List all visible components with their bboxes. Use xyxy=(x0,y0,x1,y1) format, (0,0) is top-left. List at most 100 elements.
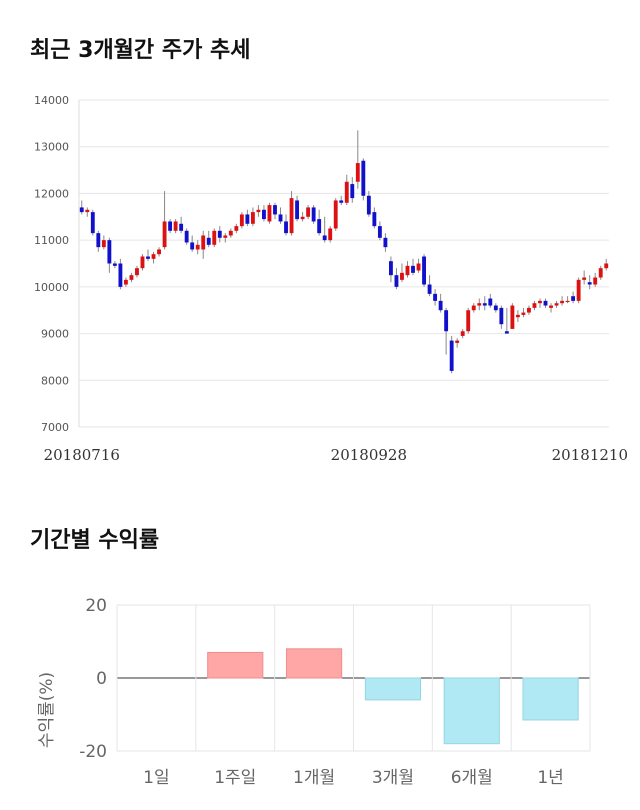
candle xyxy=(151,251,156,264)
candle xyxy=(96,230,101,252)
candle xyxy=(372,207,377,229)
candle xyxy=(101,235,106,250)
candle xyxy=(543,298,548,308)
returns-x-tick-label: 6개월 xyxy=(451,768,493,788)
candle-body-up xyxy=(228,230,233,236)
candle-body-down xyxy=(107,240,112,264)
candle-body-down xyxy=(361,160,366,196)
candle xyxy=(538,298,542,308)
candle-body-up xyxy=(405,265,410,276)
candle-body-up xyxy=(239,214,244,227)
candle-body-up xyxy=(604,263,609,269)
returns-x-tick-label: 1년 xyxy=(537,768,563,788)
returns-bar xyxy=(364,677,422,701)
candle-body-down xyxy=(438,300,443,311)
candle-body-down xyxy=(278,214,283,222)
candle-body-up xyxy=(157,249,161,255)
candle-body-down xyxy=(427,284,432,294)
candle xyxy=(377,221,382,241)
candle xyxy=(262,205,266,222)
candle xyxy=(493,303,498,313)
candle xyxy=(107,237,112,273)
candle xyxy=(499,305,504,329)
candle-body-up xyxy=(300,216,305,220)
candle-y-tick-label: 10000 xyxy=(34,281,69,294)
returns-y-tick-labels: 20 0 -20 xyxy=(79,596,107,762)
returns-x-tick-label: 1일 xyxy=(143,768,169,788)
candle-body-down xyxy=(422,256,426,285)
candle-y-tick-label: 14000 xyxy=(34,94,69,107)
candle-body-down xyxy=(444,310,449,332)
candle-body-down xyxy=(433,293,438,301)
returns-bars xyxy=(207,648,579,745)
candle-y-tick-label: 9000 xyxy=(41,328,69,341)
candle-body-up xyxy=(129,275,134,280)
candle xyxy=(587,275,592,290)
candle-body-up xyxy=(538,300,542,304)
candle-body-up xyxy=(455,340,460,343)
candle-body-up xyxy=(460,331,465,336)
candle-body-up xyxy=(355,163,360,182)
candle xyxy=(510,303,515,329)
candle xyxy=(289,191,294,236)
candle-body-up xyxy=(135,268,139,276)
candle-body-down xyxy=(112,263,117,266)
candle-body-up xyxy=(267,205,272,222)
candle-body-up xyxy=(515,314,520,318)
candle-body-down xyxy=(322,235,327,241)
returns-y-tick-label: -20 xyxy=(79,742,107,762)
candle xyxy=(79,200,84,215)
candle xyxy=(135,265,139,278)
candle xyxy=(350,177,355,203)
returns-bar-chart: 20 0 -20 1일 1주일 1개월 3개월 6개월 1년 수익률(%) xyxy=(37,596,591,788)
candle-body-up xyxy=(140,256,145,269)
candle xyxy=(157,247,161,257)
candle-body-down xyxy=(388,261,393,276)
candle-body-down xyxy=(383,237,388,248)
candle xyxy=(355,130,360,189)
candle xyxy=(333,198,338,231)
candle xyxy=(245,209,250,227)
candle xyxy=(515,310,520,322)
candle-body-up xyxy=(101,240,106,248)
candle xyxy=(598,265,603,280)
candle xyxy=(554,300,559,308)
candle xyxy=(212,228,217,248)
candle-body-down xyxy=(504,331,509,334)
candle xyxy=(250,207,255,227)
candle-body-up xyxy=(598,268,603,278)
candle-body-down xyxy=(206,237,211,245)
candle xyxy=(322,216,327,243)
candle xyxy=(267,202,272,224)
candle xyxy=(477,298,482,311)
candle xyxy=(527,305,531,315)
candle-body-down xyxy=(482,303,487,306)
candle-y-tick-label: 13000 xyxy=(34,141,69,154)
candle-y-tick-label: 11000 xyxy=(34,234,69,247)
candle-body-up xyxy=(532,303,537,308)
candle-body-down xyxy=(273,205,277,215)
candle-body-down xyxy=(190,242,195,250)
candle-body-up xyxy=(471,305,476,311)
candle xyxy=(201,230,206,259)
candle-body-down xyxy=(168,221,173,231)
candle xyxy=(179,216,184,234)
candle-y-tick-label: 12000 xyxy=(34,187,69,200)
candle xyxy=(416,258,421,273)
candle xyxy=(582,270,587,285)
candle xyxy=(576,277,581,304)
candle-body-down xyxy=(317,219,322,234)
candle-x-tick-label: 20180716 xyxy=(44,446,120,464)
candle-body-down xyxy=(543,300,548,306)
candle xyxy=(206,230,211,248)
candle xyxy=(162,191,167,250)
candle xyxy=(521,307,526,318)
price-trend-title: 최근 3개월간 주가 추세 xyxy=(30,38,251,63)
candle-body-up xyxy=(162,221,167,248)
candle-series xyxy=(79,130,609,374)
candle-body-down xyxy=(366,195,371,215)
candle xyxy=(344,174,349,206)
candle-body-up xyxy=(527,307,531,313)
candle xyxy=(190,235,195,252)
candle xyxy=(328,226,333,243)
